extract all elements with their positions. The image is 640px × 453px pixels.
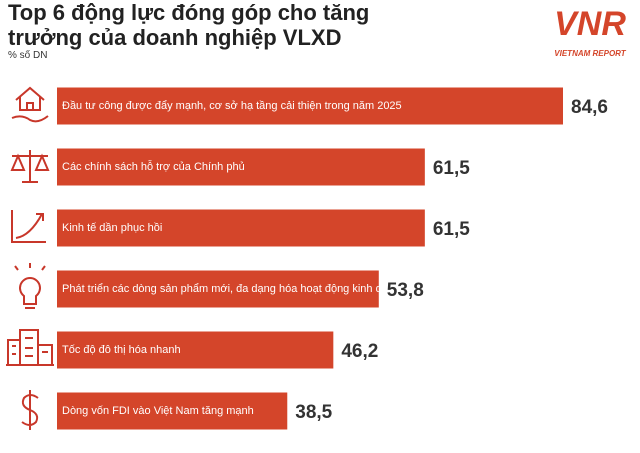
value-label: 61,5 bbox=[433, 158, 470, 179]
bar bbox=[57, 270, 379, 308]
chart-subtitle: % số DN bbox=[8, 50, 48, 61]
icons bbox=[6, 86, 54, 430]
category-label: Đầu tư công được đẩy mạnh, cơ sở hạ tầng… bbox=[62, 100, 402, 112]
value-label: 38,5 bbox=[295, 402, 332, 423]
value-label: 61,5 bbox=[433, 219, 470, 240]
bar bbox=[57, 209, 425, 247]
category-label: Kinh tế dần phục hồi bbox=[62, 222, 162, 234]
bar bbox=[57, 148, 425, 186]
category-label: Dòng vốn FDI vào Việt Nam tăng mạnh bbox=[62, 405, 254, 417]
logo-mark: VNR bbox=[554, 5, 626, 43]
bar bbox=[57, 331, 334, 369]
bar bbox=[57, 87, 563, 125]
value-label: 84,6 bbox=[571, 97, 608, 118]
category-label: Phát triển các dòng sản phẩm mới, đa dạn… bbox=[62, 283, 406, 295]
logo-text: VIETNAM REPORT bbox=[554, 49, 627, 58]
category-label: Tốc độ đô thị hóa nhanh bbox=[62, 344, 181, 356]
value-label: 46,2 bbox=[341, 341, 378, 362]
chart-title: Top 6 động lực đóng góp cho tăng trưởng … bbox=[8, 0, 370, 50]
bar bbox=[57, 392, 288, 430]
value-label: 53,8 bbox=[387, 280, 424, 301]
category-label: Các chính sách hỗ trợ của Chính phủ bbox=[62, 160, 245, 173]
